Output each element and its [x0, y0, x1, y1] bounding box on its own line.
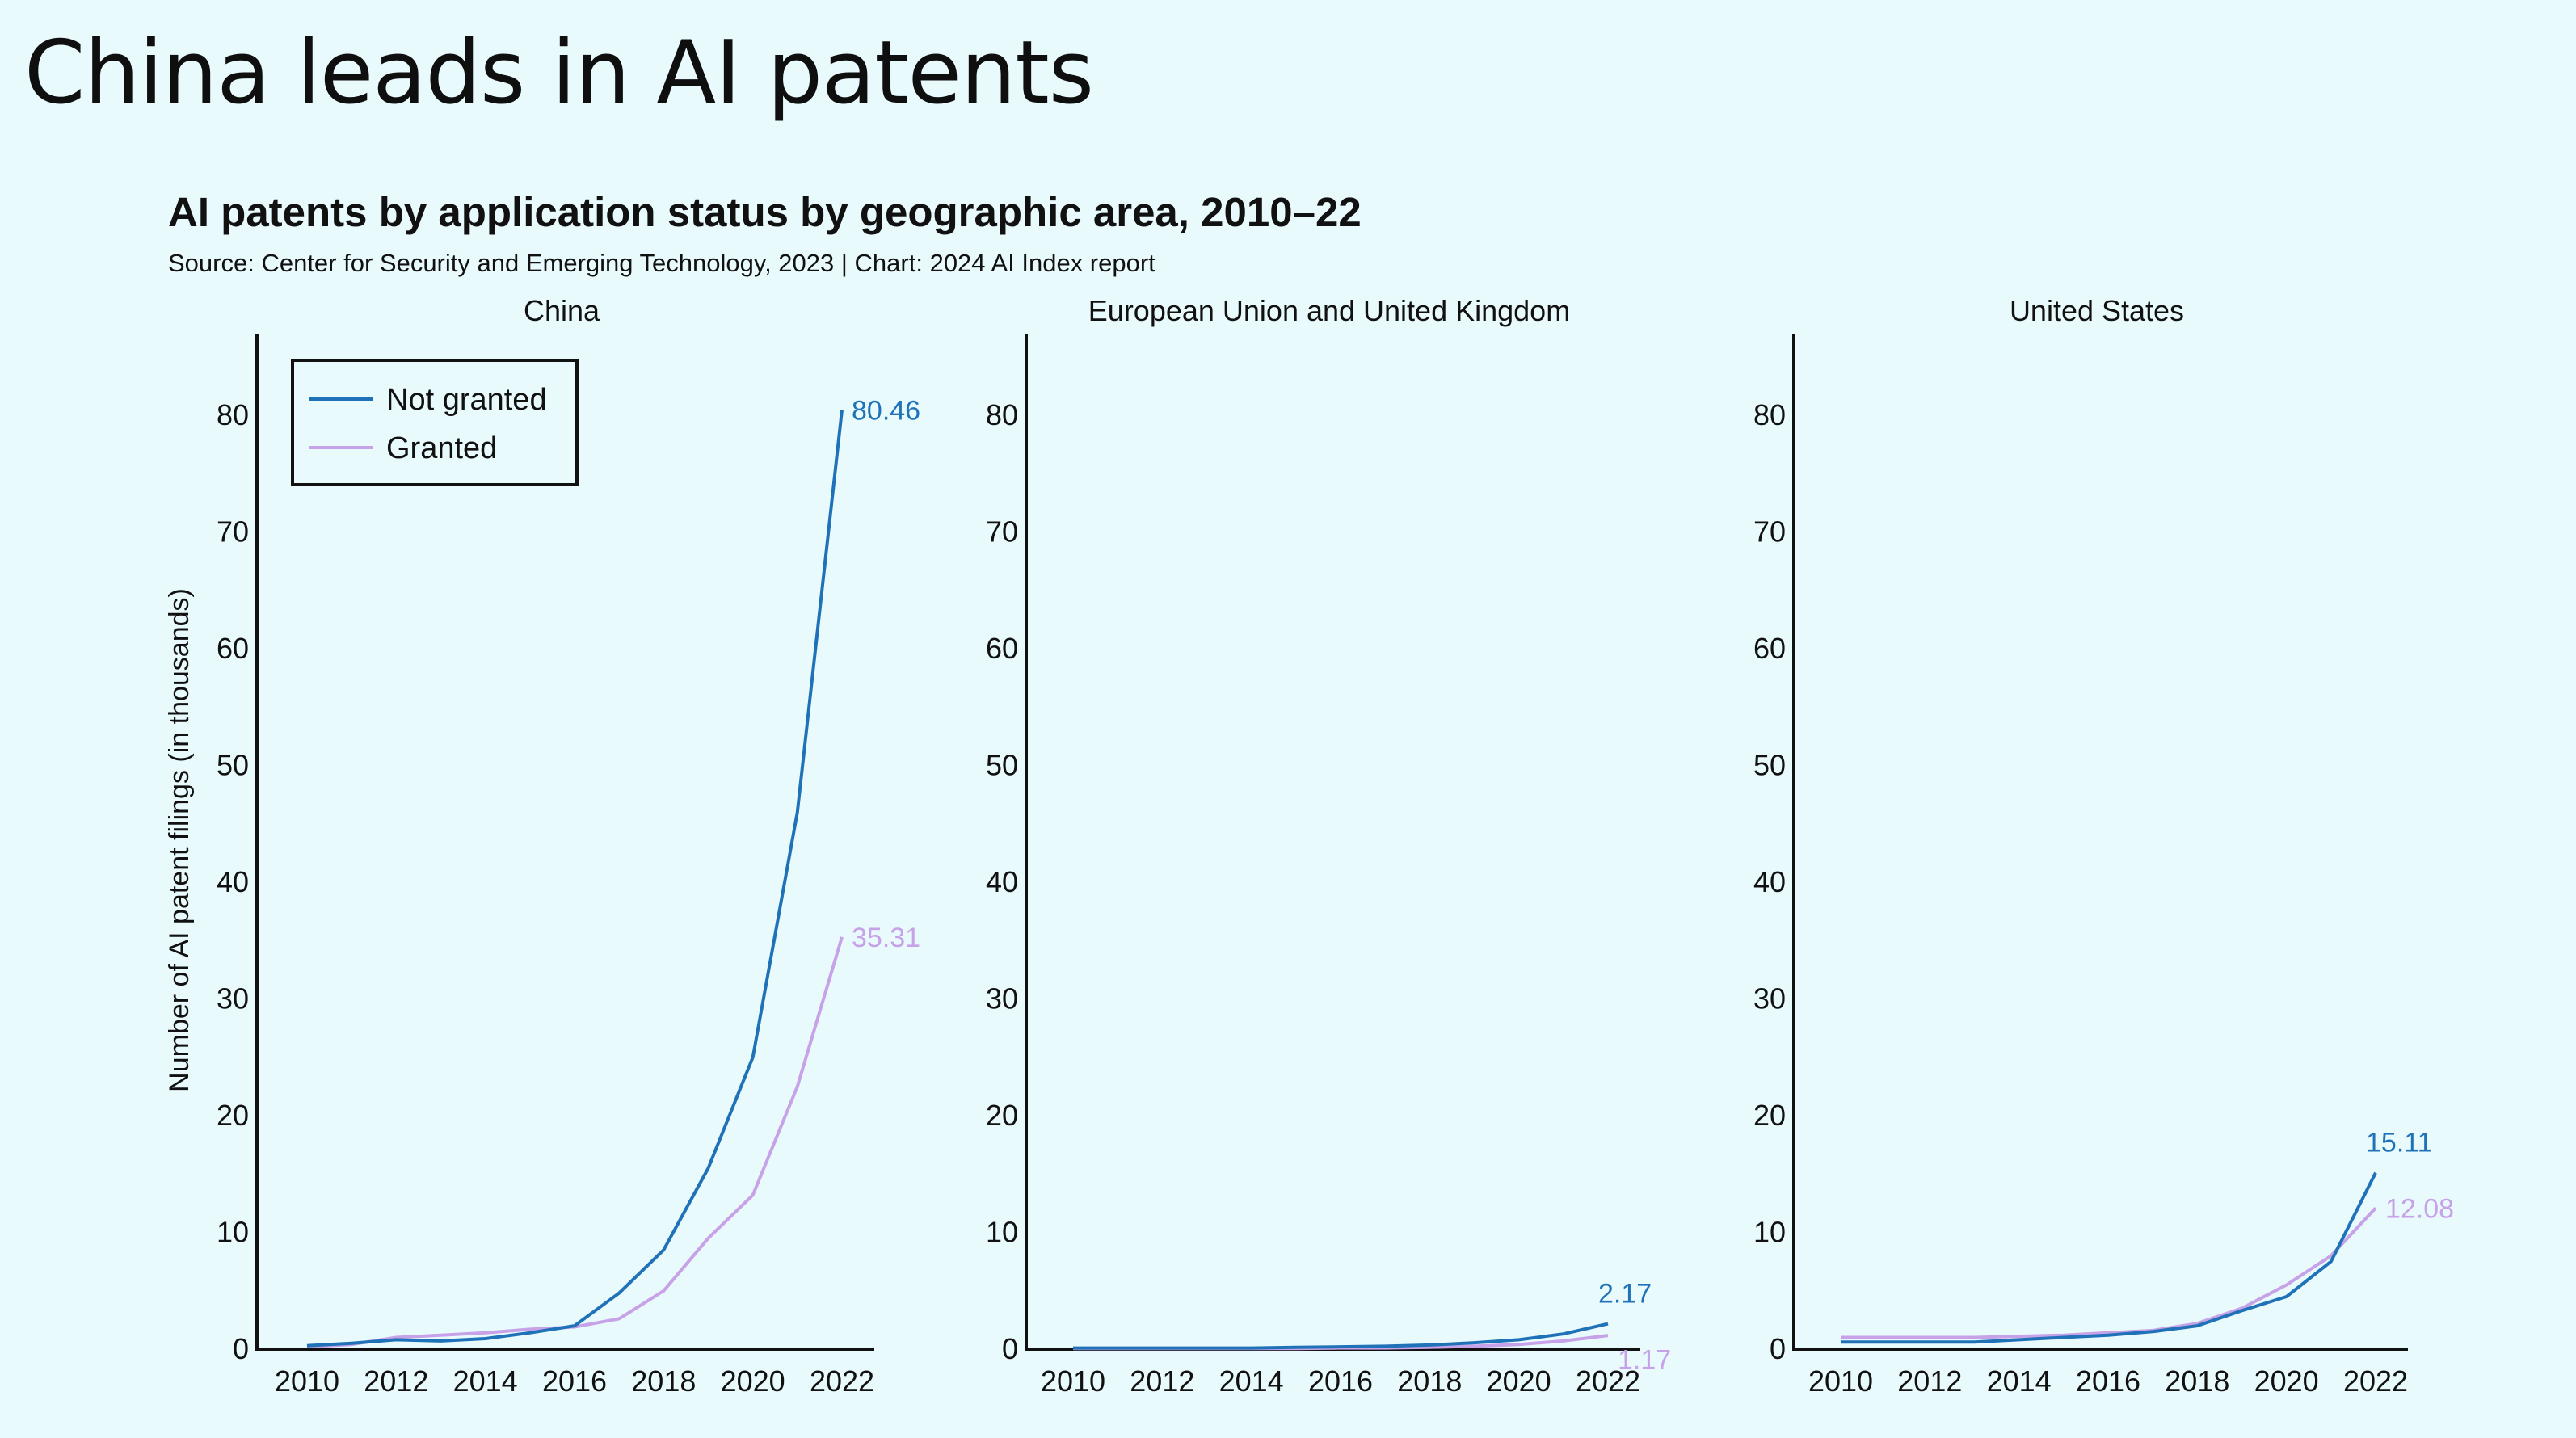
y-tick-label: 30: [217, 982, 249, 1015]
y-tick-label: 30: [986, 982, 1018, 1015]
x-tick-label: 2016: [2076, 1364, 2140, 1398]
y-axis-label: Number of AI patent filings (in thousand…: [164, 588, 195, 1092]
x-tick-label: 2016: [542, 1364, 607, 1398]
end-label-not-granted: 15.11: [2366, 1128, 2433, 1158]
x-tick-label: 2018: [2165, 1364, 2229, 1398]
y-tick-label: 10: [1753, 1216, 1786, 1249]
end-label-not-granted: 2.17: [1598, 1279, 1652, 1310]
chart-source: Source: Center for Security and Emerging…: [168, 249, 1155, 277]
x-tick-label: 2020: [2254, 1364, 2319, 1398]
x-tick-label: 2020: [721, 1364, 785, 1398]
x-tick-label: 2010: [1041, 1364, 1105, 1398]
y-tick-label: 30: [1753, 982, 1786, 1015]
x-tick-label: 2018: [1397, 1364, 1462, 1398]
y-tick-label: 10: [986, 1216, 1018, 1249]
y-tick-label: 40: [217, 865, 249, 898]
y-tick-label: 40: [1753, 865, 1786, 898]
y-tick-label: 50: [986, 749, 1018, 782]
x-tick-label: 2014: [1987, 1364, 2052, 1398]
series-line-not-granted: [1841, 1171, 2377, 1344]
x-tick-label: 2014: [1219, 1364, 1284, 1398]
x-tick-label: 2014: [453, 1364, 518, 1398]
y-tick-label: 70: [986, 515, 1018, 549]
y-tick-label: 80: [1753, 398, 1786, 431]
y-tick-label: 20: [1753, 1099, 1786, 1132]
y-tick-label: 0: [1002, 1332, 1018, 1365]
chart-title: AI patents by application status by geog…: [168, 189, 1362, 235]
x-tick-label: 2016: [1308, 1364, 1373, 1398]
series-line-not-granted: [306, 410, 844, 1348]
end-label-not-granted: 80.46: [852, 395, 920, 426]
x-tick-label: 2010: [1808, 1364, 1873, 1398]
x-tick-label: 2020: [1487, 1364, 1551, 1398]
y-tick-label: 50: [217, 749, 249, 782]
slide-title: China leads in AI patents: [24, 23, 1094, 124]
y-tick-label: 50: [1753, 749, 1786, 782]
y-tick-label: 20: [217, 1099, 249, 1132]
y-tick-label: 60: [1753, 632, 1786, 665]
y-tick-label: 70: [1753, 515, 1786, 549]
x-tick-label: 2022: [810, 1364, 874, 1398]
end-label-granted: 35.31: [852, 923, 920, 953]
series-line-granted: [1841, 1207, 2377, 1339]
x-tick-label: 2010: [275, 1364, 339, 1398]
end-label-granted: 12.08: [2385, 1194, 2454, 1225]
x-tick-label: 2018: [631, 1364, 696, 1398]
panel-title: European Union and United Kingdom: [1088, 294, 1570, 327]
x-tick-label: 2022: [1576, 1364, 1640, 1398]
panel-title: China: [524, 294, 600, 327]
legend-box: [291, 359, 579, 486]
series-line-granted: [306, 936, 844, 1349]
y-tick-label: 80: [217, 398, 249, 431]
x-tick-label: 2012: [1897, 1364, 1962, 1398]
legend-label-granted: Granted: [386, 431, 497, 465]
series-line-not-granted: [1073, 1322, 1609, 1350]
y-tick-label: 40: [986, 865, 1018, 898]
y-tick-label: 80: [986, 398, 1018, 431]
y-tick-label: 0: [1770, 1332, 1786, 1365]
x-tick-label: 2012: [1130, 1364, 1194, 1398]
y-tick-label: 60: [986, 632, 1018, 665]
y-tick-label: 20: [986, 1099, 1018, 1132]
end-label-granted: 1.17: [1618, 1345, 1671, 1376]
y-tick-label: 10: [217, 1216, 249, 1249]
x-tick-label: 2012: [364, 1364, 428, 1398]
y-tick-label: 70: [217, 515, 249, 549]
y-tick-label: 0: [233, 1332, 249, 1365]
panel-title: United States: [2010, 294, 2184, 327]
x-tick-label: 2022: [2343, 1364, 2408, 1398]
y-tick-label: 60: [217, 632, 249, 665]
legend-label-not-granted: Not granted: [386, 383, 547, 417]
